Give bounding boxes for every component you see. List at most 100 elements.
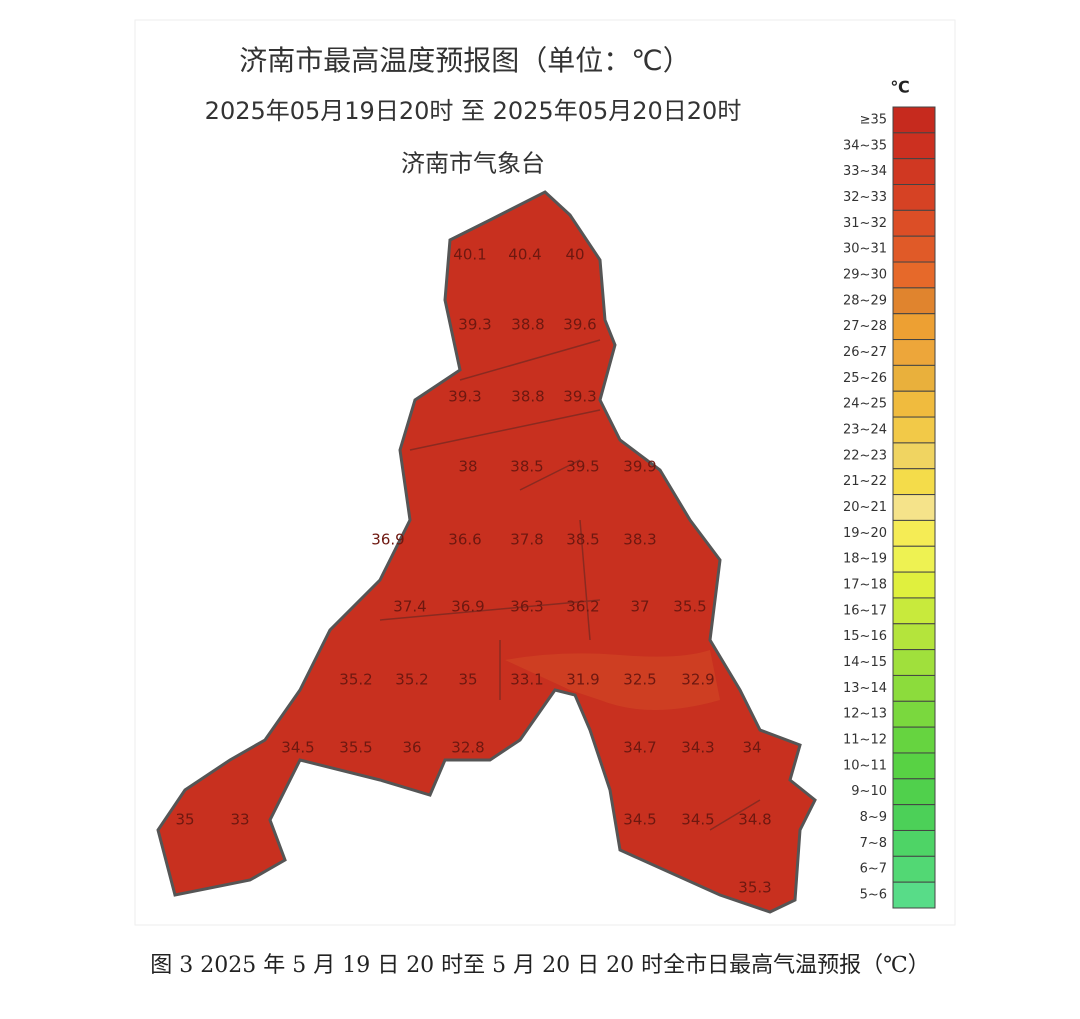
legend-label: 31~32 bbox=[843, 216, 887, 231]
temperature-label: 35.3 bbox=[738, 879, 771, 897]
legend-swatch bbox=[892, 726, 936, 754]
temperature-label: 38.8 bbox=[511, 388, 544, 406]
temperature-label: 35.2 bbox=[395, 671, 428, 689]
temperature-label: 34.5 bbox=[623, 811, 656, 829]
legend-swatch bbox=[892, 158, 936, 186]
legend-label: 29~30 bbox=[843, 267, 887, 282]
temperature-label: 36.3 bbox=[510, 598, 543, 616]
temperature-label: 40.4 bbox=[508, 246, 541, 264]
legend-swatch bbox=[892, 623, 936, 651]
temperature-label: 35.5 bbox=[673, 598, 706, 616]
legend-label: 27~28 bbox=[843, 319, 887, 334]
legend-label: 15~16 bbox=[843, 629, 887, 644]
temperature-label: 33.1 bbox=[510, 671, 543, 689]
legend-label: 20~21 bbox=[843, 500, 887, 515]
temperature-label: 39.3 bbox=[448, 388, 481, 406]
legend-label: 18~19 bbox=[843, 552, 887, 567]
legend-swatch bbox=[892, 287, 936, 315]
legend-swatch bbox=[892, 597, 936, 625]
legend-swatch bbox=[892, 184, 936, 211]
legend-label: 22~23 bbox=[843, 448, 887, 463]
legend-swatch bbox=[892, 364, 936, 392]
temperature-label: 34 bbox=[742, 739, 761, 757]
legend-label: 34~35 bbox=[843, 138, 887, 153]
legend-swatch bbox=[892, 519, 936, 547]
temperature-label: 37.8 bbox=[510, 531, 543, 549]
legend-swatch bbox=[892, 881, 936, 909]
legend-label: 21~22 bbox=[843, 474, 887, 489]
legend-label: 28~29 bbox=[843, 293, 887, 308]
legend-swatch bbox=[892, 261, 936, 289]
temperature-label: 38 bbox=[458, 458, 477, 476]
temperature-label: 31.9 bbox=[566, 671, 599, 689]
temperature-label: 34.5 bbox=[281, 739, 314, 757]
legend-label: 19~20 bbox=[843, 526, 887, 541]
legend-swatch bbox=[892, 442, 936, 470]
legend-label: 16~17 bbox=[843, 603, 887, 618]
legend-label: 30~31 bbox=[843, 242, 887, 257]
legend-label: 32~33 bbox=[843, 190, 887, 205]
legend-swatch bbox=[892, 313, 936, 341]
map-subtitle: 2025年05月19日20时 至 2025年05月20日20时 bbox=[205, 97, 742, 125]
temperature-label: 34.7 bbox=[623, 739, 656, 757]
temperature-label: 39.9 bbox=[623, 458, 656, 476]
legend-swatch bbox=[892, 752, 936, 780]
legend-swatch bbox=[892, 416, 936, 444]
legend-label: 13~14 bbox=[843, 681, 887, 696]
temperature-label: 36.9 bbox=[451, 598, 484, 616]
legend-swatch bbox=[892, 132, 936, 160]
temperature-label: 36.6 bbox=[448, 531, 481, 549]
legend-swatch bbox=[892, 829, 936, 857]
legend-swatch bbox=[892, 804, 936, 831]
district-border bbox=[379, 339, 761, 831]
legend-label: 23~24 bbox=[843, 422, 887, 437]
temperature-label: 32.9 bbox=[681, 671, 714, 689]
legend-swatch bbox=[892, 778, 936, 806]
temperature-label: 39.3 bbox=[563, 388, 596, 406]
temperature-label: 40.1 bbox=[453, 246, 486, 264]
temperature-label: 34.5 bbox=[681, 811, 714, 829]
legend-swatch bbox=[892, 855, 936, 883]
temperature-label: 38.5 bbox=[566, 531, 599, 549]
caption: 图 3 2025 年 5 月 19 日 20 时至 5 月 20 日 20 时全… bbox=[150, 953, 929, 978]
legend-swatch bbox=[892, 390, 936, 418]
temperature-label: 35.5 bbox=[339, 739, 372, 757]
legend-label: 12~13 bbox=[843, 707, 887, 722]
legend-label: 14~15 bbox=[843, 655, 887, 670]
temperature-label: 39.3 bbox=[458, 316, 491, 334]
temperature-label: 35 bbox=[458, 671, 477, 689]
temperature-label: 32.8 bbox=[451, 739, 484, 757]
legend-swatch bbox=[892, 571, 936, 599]
legend-label: ≥35 bbox=[860, 112, 887, 127]
temperature-label: 38.8 bbox=[511, 316, 544, 334]
legend-label: 26~27 bbox=[843, 345, 887, 360]
legend-label: 25~26 bbox=[843, 371, 887, 386]
map-title: 济南市最高温度预报图（单位：℃） bbox=[239, 44, 690, 77]
temperature-label: 39.6 bbox=[563, 316, 596, 334]
legend-label: 7~8 bbox=[860, 836, 887, 851]
temperature-label: 37.4 bbox=[393, 598, 426, 616]
legend-swatch bbox=[892, 545, 936, 573]
legend-label: 17~18 bbox=[843, 578, 887, 593]
legend-label: 6~7 bbox=[860, 862, 887, 877]
temperature-label: 35 bbox=[175, 811, 194, 829]
issuer: 济南市气象台 bbox=[401, 150, 545, 178]
temperature-label: 34.3 bbox=[681, 739, 714, 757]
temperature-label: 37 bbox=[630, 598, 649, 616]
legend-swatch bbox=[892, 209, 936, 237]
legend-label: 5~6 bbox=[860, 888, 887, 903]
temperature-label: 32.5 bbox=[623, 671, 656, 689]
legend-label: 33~34 bbox=[843, 164, 887, 179]
legend-swatch bbox=[892, 106, 936, 134]
legend-swatch bbox=[892, 468, 936, 496]
temperature-label: 36 bbox=[402, 739, 421, 757]
legend-unit: ℃ bbox=[890, 78, 909, 97]
legend-label: 9~10 bbox=[851, 784, 887, 799]
legend-swatch bbox=[892, 674, 936, 702]
cooler-zone bbox=[505, 650, 720, 710]
temperature-label: 36.9 bbox=[371, 531, 404, 549]
temperature-label: 34.8 bbox=[738, 811, 771, 829]
temperature-label: 39.5 bbox=[566, 458, 599, 476]
temperature-label: 38.3 bbox=[623, 531, 656, 549]
